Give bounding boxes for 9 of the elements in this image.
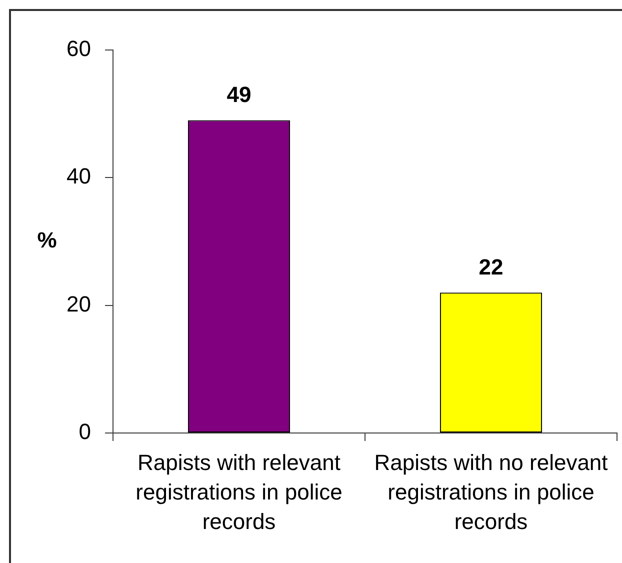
data-label: 49 [226, 82, 252, 108]
x-tick-label: Rapists with relevant registrations in police records [136, 450, 342, 534]
y-tick-label: 40 [66, 164, 91, 189]
x-tick-label: Rapists with no relevant registrations in police records [374, 450, 608, 534]
y-tick-label: 20 [66, 291, 91, 316]
y-tick-label: 60 [66, 36, 91, 62]
data-label: 22 [478, 254, 504, 280]
y-tick-label: 0 [78, 419, 91, 444]
y-axis-title: % [37, 228, 57, 253]
